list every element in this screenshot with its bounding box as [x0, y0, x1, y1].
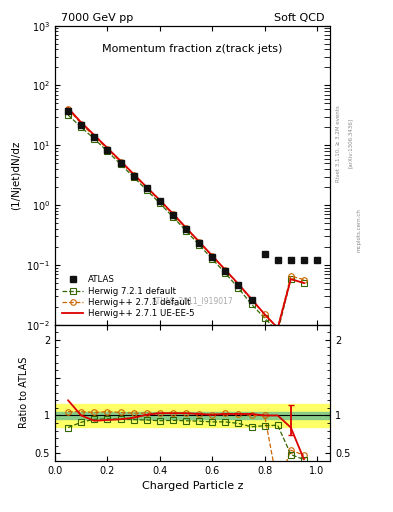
Herwig++ 2.7.1 UE-EE-5 — [275, 325, 280, 331]
Herwig++ 2.7.1 default — [79, 120, 84, 126]
Herwig++ 2.7.1 UE-EE-5 — [223, 267, 228, 273]
Herwig 7.2.1 default — [249, 301, 254, 307]
Herwig 7.2.1 default — [79, 124, 84, 131]
Herwig++ 2.7.1 default — [131, 172, 136, 178]
Legend: ATLAS, Herwig 7.2.1 default, Herwig++ 2.7.1 default, Herwig++ 2.7.1 UE-EE-5: ATLAS, Herwig 7.2.1 default, Herwig++ 2.… — [59, 273, 197, 321]
Herwig++ 2.7.1 default — [223, 267, 228, 273]
Herwig++ 2.7.1 default — [275, 325, 280, 331]
ATLAS — [315, 257, 320, 263]
Herwig++ 2.7.1 default — [66, 106, 70, 112]
Herwig 7.2.1 default — [131, 174, 136, 180]
Herwig++ 2.7.1 UE-EE-5 — [210, 252, 215, 259]
Line: Herwig 7.2.1 default: Herwig 7.2.1 default — [65, 112, 307, 335]
Herwig++ 2.7.1 UE-EE-5 — [184, 225, 188, 231]
Line: Herwig++ 2.7.1 UE-EE-5: Herwig++ 2.7.1 UE-EE-5 — [68, 108, 304, 328]
Herwig++ 2.7.1 default — [105, 146, 110, 152]
Line: ATLAS: ATLAS — [65, 108, 320, 303]
ATLAS — [105, 147, 110, 153]
Herwig++ 2.7.1 default — [301, 276, 306, 283]
Herwig++ 2.7.1 default — [262, 311, 267, 317]
Herwig++ 2.7.1 UE-EE-5 — [105, 145, 110, 151]
ATLAS — [275, 257, 280, 263]
ATLAS — [249, 297, 254, 303]
Herwig 7.2.1 default — [118, 161, 123, 167]
Herwig 7.2.1 default — [301, 280, 306, 286]
ATLAS — [210, 253, 215, 260]
Herwig++ 2.7.1 UE-EE-5 — [171, 210, 175, 217]
ATLAS — [66, 108, 70, 114]
Y-axis label: Ratio to ATLAS: Ratio to ATLAS — [19, 357, 29, 429]
Herwig 7.2.1 default — [105, 148, 110, 155]
Herwig++ 2.7.1 UE-EE-5 — [197, 239, 202, 245]
Herwig++ 2.7.1 UE-EE-5 — [79, 119, 84, 125]
ATLAS — [184, 226, 188, 232]
Herwig++ 2.7.1 default — [158, 198, 162, 204]
Herwig 7.2.1 default — [288, 276, 293, 282]
Herwig 7.2.1 default — [223, 270, 228, 276]
Herwig 7.2.1 default — [92, 136, 97, 142]
Herwig++ 2.7.1 UE-EE-5 — [236, 281, 241, 287]
Text: ATLAS_2011_I919017: ATLAS_2011_I919017 — [152, 296, 233, 305]
ATLAS — [197, 240, 202, 246]
Herwig 7.2.1 default — [66, 112, 70, 118]
ATLAS — [144, 185, 149, 191]
Herwig 7.2.1 default — [236, 285, 241, 291]
Herwig 7.2.1 default — [184, 228, 188, 234]
Line: Herwig++ 2.7.1 default: Herwig++ 2.7.1 default — [65, 106, 307, 330]
Text: [arXiv:1306.3436]: [arXiv:1306.3436] — [348, 118, 353, 168]
Herwig 7.2.1 default — [158, 200, 162, 206]
Herwig++ 2.7.1 UE-EE-5 — [262, 311, 267, 317]
Text: Soft QCD: Soft QCD — [274, 13, 325, 23]
ATLAS — [158, 199, 162, 205]
Herwig++ 2.7.1 default — [171, 211, 175, 218]
Herwig++ 2.7.1 default — [249, 297, 254, 303]
Text: 7000 GeV pp: 7000 GeV pp — [61, 13, 133, 23]
ATLAS — [92, 135, 97, 141]
Herwig++ 2.7.1 default — [210, 253, 215, 259]
Herwig++ 2.7.1 UE-EE-5 — [131, 171, 136, 177]
Herwig 7.2.1 default — [262, 315, 267, 321]
ATLAS — [131, 173, 136, 179]
Herwig++ 2.7.1 default — [92, 134, 97, 140]
Text: Rivet 3.1.10, ≥ 3.2M events: Rivet 3.1.10, ≥ 3.2M events — [336, 105, 341, 182]
Herwig++ 2.7.1 default — [288, 273, 293, 279]
ATLAS — [171, 212, 175, 218]
Herwig++ 2.7.1 UE-EE-5 — [158, 197, 162, 203]
ATLAS — [288, 257, 293, 263]
Herwig 7.2.1 default — [197, 242, 202, 248]
Text: Momentum fraction z(track jets): Momentum fraction z(track jets) — [103, 44, 283, 54]
Herwig++ 2.7.1 UE-EE-5 — [66, 105, 70, 111]
ATLAS — [118, 160, 123, 166]
Herwig 7.2.1 default — [275, 329, 280, 335]
Herwig 7.2.1 default — [144, 187, 149, 193]
X-axis label: Charged Particle z: Charged Particle z — [142, 481, 243, 491]
ATLAS — [79, 122, 84, 128]
Herwig 7.2.1 default — [171, 214, 175, 220]
Herwig++ 2.7.1 UE-EE-5 — [301, 280, 306, 286]
Herwig++ 2.7.1 UE-EE-5 — [249, 296, 254, 302]
ATLAS — [301, 257, 306, 263]
ATLAS — [223, 268, 228, 274]
Herwig++ 2.7.1 default — [236, 282, 241, 288]
Herwig++ 2.7.1 UE-EE-5 — [118, 158, 123, 164]
Text: mcplots.cern.ch: mcplots.cern.ch — [357, 208, 362, 252]
ATLAS — [236, 282, 241, 288]
Herwig++ 2.7.1 default — [144, 185, 149, 191]
ATLAS — [262, 251, 267, 258]
Herwig++ 2.7.1 UE-EE-5 — [288, 276, 293, 282]
Herwig++ 2.7.1 UE-EE-5 — [92, 132, 97, 138]
Herwig 7.2.1 default — [210, 256, 215, 262]
Herwig++ 2.7.1 default — [184, 225, 188, 231]
Herwig++ 2.7.1 default — [197, 239, 202, 245]
Herwig++ 2.7.1 default — [118, 159, 123, 165]
Y-axis label: (1/Njet)dN/dz: (1/Njet)dN/dz — [11, 140, 21, 210]
Herwig++ 2.7.1 UE-EE-5 — [144, 184, 149, 190]
